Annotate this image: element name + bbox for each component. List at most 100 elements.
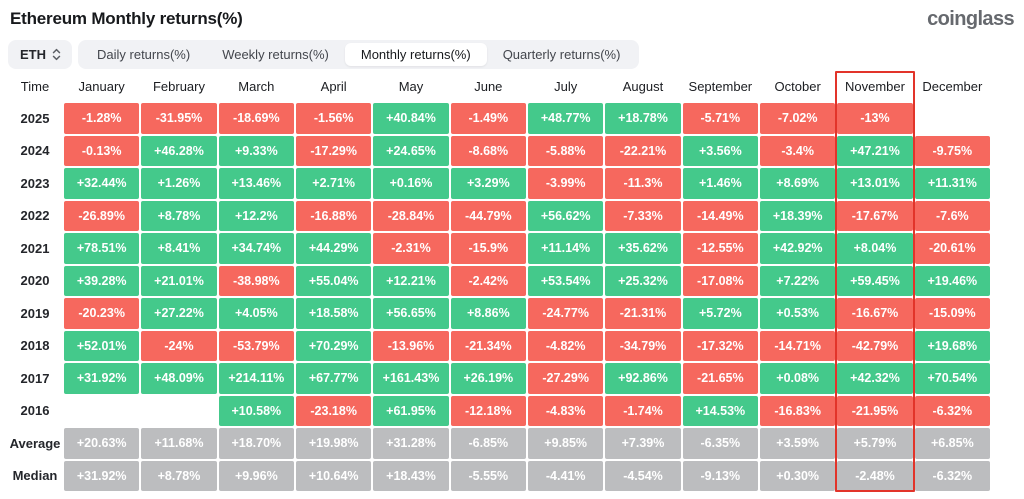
- row-label-2025: 2025: [8, 103, 62, 134]
- cell-2020-january: +39.28%: [64, 265, 140, 296]
- cell-2022-march: +12.2%: [218, 200, 294, 231]
- cell-2024-july: -5.88%: [528, 135, 604, 166]
- row-label-2020: 2020: [8, 265, 62, 296]
- cell-2025-march: -18.69%: [218, 103, 294, 134]
- cell-2016-november: -21.95%: [837, 395, 913, 426]
- cell-2017-may: +161.43%: [373, 363, 449, 394]
- cell-2025-july: +48.77%: [528, 103, 604, 134]
- cell-average-april: +19.98%: [296, 428, 372, 459]
- cell-2023-november: +13.01%: [837, 168, 913, 199]
- column-header-december: December: [914, 72, 990, 101]
- topbar: Ethereum Monthly returns(%) coinglass: [10, 5, 1015, 33]
- cell-2022-april: -16.88%: [296, 200, 372, 231]
- cell-2018-november: -42.79%: [837, 330, 913, 361]
- cell-2016-august: -1.74%: [605, 395, 681, 426]
- cell-2025-april: -1.56%: [296, 103, 372, 134]
- cell-2019-december: -15.09%: [914, 298, 990, 329]
- cell-2017-march: +214.11%: [218, 363, 294, 394]
- column-header-august: August: [605, 72, 681, 101]
- cell-2021-june: -15.9%: [450, 233, 526, 264]
- cell-2016-march: +10.58%: [218, 395, 294, 426]
- row-label-2017: 2017: [8, 363, 62, 394]
- tab-weekly-returns[interactable]: Weekly returns(%): [206, 43, 345, 66]
- cell-2019-april: +18.58%: [296, 298, 372, 329]
- cell-2022-may: -28.84%: [373, 200, 449, 231]
- cell-median-may: +18.43%: [373, 460, 449, 491]
- cell-2021-july: +11.14%: [528, 233, 604, 264]
- cell-2018-october: -14.71%: [760, 330, 836, 361]
- cell-2021-september: -12.55%: [682, 233, 758, 264]
- monthly-returns-table: Time January February March April May June July…: [8, 72, 990, 491]
- row-label-average: Average: [8, 428, 62, 459]
- cell-2016-october: -16.83%: [760, 395, 836, 426]
- column-header-february: February: [141, 72, 217, 101]
- cell-2017-july: -27.29%: [528, 363, 604, 394]
- row-label-2024: 2024: [8, 135, 62, 166]
- cell-median-july: -4.41%: [528, 460, 604, 491]
- cell-2018-september: -17.32%: [682, 330, 758, 361]
- cell-2022-june: -44.79%: [450, 200, 526, 231]
- column-header-time: Time: [8, 72, 62, 101]
- cell-2019-march: +4.05%: [218, 298, 294, 329]
- cell-2024-october: -3.4%: [760, 135, 836, 166]
- cell-2025-september: -5.71%: [682, 103, 758, 134]
- cell-2021-october: +42.92%: [760, 233, 836, 264]
- cell-2017-october: +0.08%: [760, 363, 836, 394]
- column-header-september: September: [682, 72, 758, 101]
- cell-2017-august: +92.86%: [605, 363, 681, 394]
- cell-2018-december: +19.68%: [914, 330, 990, 361]
- column-header-november: November: [837, 72, 913, 101]
- tab-monthly-returns[interactable]: Monthly returns(%): [344, 43, 487, 66]
- cell-average-may: +31.28%: [373, 428, 449, 459]
- tab-daily-returns[interactable]: Daily returns(%): [81, 43, 206, 66]
- cell-median-november: -2.48%: [837, 460, 913, 491]
- cell-median-september: -9.13%: [682, 460, 758, 491]
- cell-2018-june: -21.34%: [450, 330, 526, 361]
- cell-2019-may: +56.65%: [373, 298, 449, 329]
- cell-median-december: -6.32%: [914, 460, 990, 491]
- cell-median-january: +31.92%: [64, 460, 140, 491]
- cell-2019-october: +0.53%: [760, 298, 836, 329]
- column-header-june: June: [450, 72, 526, 101]
- cell-average-august: +7.39%: [605, 428, 681, 459]
- cell-2018-february: -24%: [141, 330, 217, 361]
- row-label-2023: 2023: [8, 168, 62, 199]
- cell-2016-april: -23.18%: [296, 395, 372, 426]
- cell-2022-december: -7.6%: [914, 200, 990, 231]
- cell-2020-july: +53.54%: [528, 265, 604, 296]
- cell-2025-october: -7.02%: [760, 103, 836, 134]
- cell-average-july: +9.85%: [528, 428, 604, 459]
- cell-2022-august: -7.33%: [605, 200, 681, 231]
- cell-median-june: -5.55%: [450, 460, 526, 491]
- cell-median-october: +0.30%: [760, 460, 836, 491]
- cell-2024-january: -0.13%: [64, 135, 140, 166]
- cell-2016-july: -4.83%: [528, 395, 604, 426]
- symbol-select[interactable]: ETH: [8, 40, 72, 69]
- cell-average-november: +5.79%: [837, 428, 913, 459]
- cell-2017-december: +70.54%: [914, 363, 990, 394]
- cell-2017-november: +42.32%: [837, 363, 913, 394]
- cell-average-march: +18.70%: [218, 428, 294, 459]
- cell-2024-december: -9.75%: [914, 135, 990, 166]
- column-header-october: October: [760, 72, 836, 101]
- cell-2025-august: +18.78%: [605, 103, 681, 134]
- cell-2021-february: +8.41%: [141, 233, 217, 264]
- cell-2017-june: +26.19%: [450, 363, 526, 394]
- cell-2023-january: +32.44%: [64, 168, 140, 199]
- cell-2025-november: -13%: [837, 103, 913, 134]
- tab-quarterly-returns[interactable]: Quarterly returns(%): [487, 43, 637, 66]
- cell-2021-december: -20.61%: [914, 233, 990, 264]
- cell-2021-january: +78.51%: [64, 233, 140, 264]
- row-label-median: Median: [8, 460, 62, 491]
- cell-2023-april: +2.71%: [296, 168, 372, 199]
- cell-2023-may: +0.16%: [373, 168, 449, 199]
- row-label-2021: 2021: [8, 233, 62, 264]
- cell-2019-august: -21.31%: [605, 298, 681, 329]
- cell-2023-december: +11.31%: [914, 168, 990, 199]
- coinglass-logo[interactable]: coinglass: [927, 7, 1014, 30]
- cell-average-january: +20.63%: [64, 428, 140, 459]
- cell-2019-july: -24.77%: [528, 298, 604, 329]
- cell-average-june: -6.85%: [450, 428, 526, 459]
- cell-2018-january: +52.01%: [64, 330, 140, 361]
- cell-2016-may: +61.95%: [373, 395, 449, 426]
